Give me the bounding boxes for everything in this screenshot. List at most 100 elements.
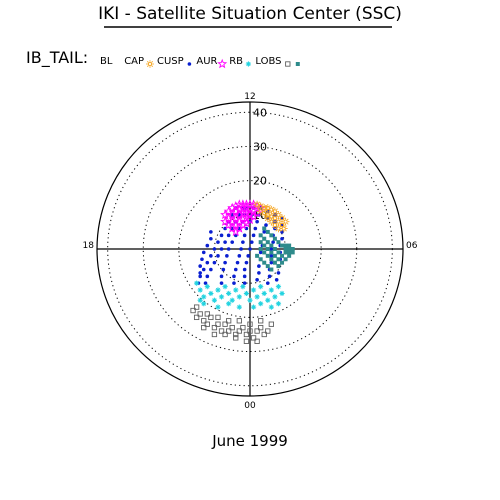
legend-label-cusp: CUSP (157, 56, 184, 67)
cusp-point (262, 230, 267, 234)
cusp-point (242, 267, 247, 272)
series-point (258, 233, 263, 238)
cusp-point (205, 243, 210, 248)
lobs-point (268, 321, 274, 327)
cusp-point (248, 247, 252, 251)
series-point (276, 264, 281, 269)
chart-title: IKI - Satellite Situation Center (SSC) (98, 4, 402, 24)
cusp-point (219, 281, 224, 285)
cusp-point (198, 271, 202, 275)
aur-point (244, 214, 256, 225)
rb-point (233, 287, 239, 293)
lobs-point (215, 314, 221, 321)
legend-label-aur: AUR (196, 56, 217, 67)
series-point (262, 243, 267, 248)
series-point (269, 257, 274, 262)
lobs-point (229, 324, 235, 331)
lobs-point (218, 328, 225, 334)
lobs-point (204, 311, 210, 317)
rb-point (268, 304, 274, 310)
series-point (262, 260, 267, 265)
legend-label-cap: CAP (124, 56, 144, 67)
cusp-point (253, 226, 258, 231)
series-point (265, 229, 270, 234)
cusp-point (209, 267, 213, 272)
series-point (287, 247, 292, 251)
hour-label: 06 (406, 241, 418, 251)
rb-point (211, 297, 218, 303)
series-point (280, 243, 285, 248)
cusp-point (219, 247, 224, 251)
lobs-point (197, 311, 203, 317)
lobs-point (193, 314, 200, 321)
lobs-point (193, 304, 200, 310)
cusp-point (242, 274, 247, 279)
lobs-point (240, 324, 246, 331)
cusp-point (230, 213, 235, 217)
lobs-point (236, 328, 242, 334)
lobs-point (265, 328, 271, 334)
rb-point (240, 284, 246, 290)
cusp-point (226, 233, 231, 238)
legend-marker-rb (245, 61, 251, 67)
cusp-point (232, 274, 236, 279)
lobs-point (215, 321, 221, 327)
series-point (272, 253, 277, 258)
series-point (283, 247, 288, 251)
cusp-point (255, 219, 259, 224)
rb-point (236, 294, 242, 300)
cusp-point (232, 281, 236, 285)
rb-point (268, 287, 274, 293)
cusp-point (242, 281, 247, 285)
legend-label-rb: RB (229, 56, 243, 67)
cusp-point (209, 254, 213, 258)
lobs-point (258, 318, 264, 324)
lobs-point (201, 324, 207, 331)
hour-label: 00 (244, 401, 256, 411)
rb-point (261, 290, 267, 297)
lobs-point (250, 335, 257, 341)
series-point (258, 240, 263, 245)
cusp-point (203, 281, 208, 285)
series-point (283, 243, 288, 248)
legend-marker-cap (146, 60, 154, 68)
legend-marker-series (295, 62, 300, 66)
cusp-point (244, 260, 249, 265)
cusp-point (212, 260, 217, 265)
cusp-point (205, 274, 210, 279)
legend: IB_TAIL: BL CAP CUSP AUR RB LOBS (26, 48, 300, 69)
rb-point (258, 284, 264, 290)
rb-point (197, 287, 203, 293)
rb-point (254, 294, 260, 300)
series-point (262, 236, 267, 241)
cap-point (267, 217, 276, 226)
cusp-point (271, 240, 275, 244)
cusp-point (265, 281, 270, 285)
hour-label: 18 (83, 241, 95, 251)
lobs-point (247, 328, 253, 334)
cusp-point (235, 260, 240, 265)
date-caption: June 1999 (211, 432, 288, 450)
legend-marker-lobs (285, 61, 291, 67)
series-point (287, 253, 292, 258)
rb-point (279, 290, 285, 297)
cusp-point (258, 250, 263, 255)
series-point (272, 260, 277, 265)
cusp-point (237, 226, 242, 231)
lobs-point (247, 321, 253, 327)
cusp-point (221, 267, 226, 272)
series-point (290, 250, 295, 255)
rb-point (275, 284, 282, 290)
series-point (269, 243, 274, 248)
series-point (255, 253, 260, 258)
series-point (272, 236, 277, 241)
rb-point (197, 297, 203, 303)
lobs-point (258, 324, 264, 331)
rb-point (272, 294, 278, 300)
rb-point (247, 297, 253, 303)
cap-point (274, 224, 283, 233)
cusp-point (257, 264, 261, 268)
series-point (269, 250, 274, 255)
cusp-point (225, 254, 229, 258)
rb-point (243, 290, 250, 297)
